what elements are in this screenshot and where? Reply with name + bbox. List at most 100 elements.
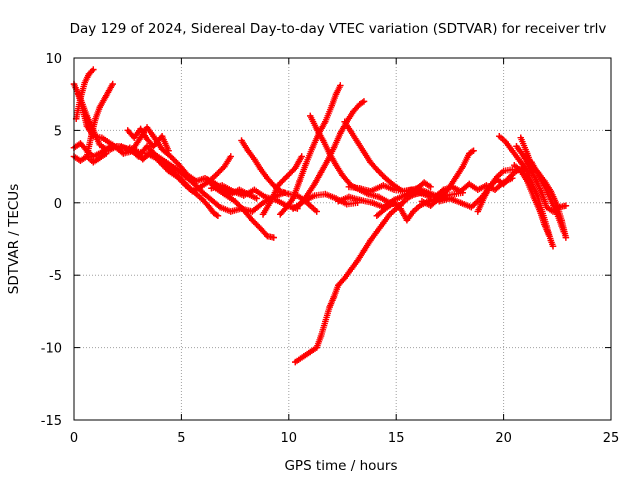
data-point (556, 203, 563, 211)
data-point (277, 211, 284, 218)
data-point (307, 202, 314, 209)
data-point (208, 185, 215, 192)
x-tick-label: 10 (281, 431, 298, 446)
data-point (98, 134, 106, 141)
data-point (337, 82, 344, 89)
data-point (313, 125, 320, 133)
data-point (356, 101, 363, 108)
data-point (446, 195, 454, 202)
x-tick-label: 25 (603, 431, 620, 446)
data-point (118, 143, 125, 150)
data-point (448, 183, 456, 191)
data-point (470, 147, 477, 154)
data-point (474, 208, 482, 215)
data-point (466, 150, 473, 157)
data-point (249, 208, 256, 215)
data-point (360, 148, 368, 156)
data-point (231, 198, 239, 205)
series-track-8 (126, 144, 222, 220)
data-point (309, 144, 316, 151)
data-point (143, 124, 151, 131)
data-point (545, 231, 552, 238)
data-point (270, 234, 277, 241)
series-track-19 (289, 190, 361, 212)
data-point (83, 122, 91, 130)
data-point (440, 186, 447, 193)
data-point (77, 95, 84, 102)
data-point (341, 274, 348, 282)
grid (74, 58, 611, 420)
data-point (493, 176, 501, 183)
data-point (150, 143, 157, 150)
data-point (289, 205, 297, 212)
data-point (90, 159, 97, 166)
data-point (77, 140, 84, 147)
data-point (285, 190, 292, 198)
data-point (137, 134, 144, 141)
data-point (227, 153, 235, 160)
data-point (87, 132, 95, 140)
data-point (337, 130, 344, 137)
data-point (506, 173, 514, 180)
plot-frame (73, 57, 612, 421)
data-point (466, 180, 473, 188)
data-point (259, 211, 267, 218)
data-point (474, 186, 482, 193)
data-point (390, 186, 398, 193)
data-point (487, 182, 494, 189)
data-point (558, 222, 565, 230)
data-point (386, 211, 393, 218)
data-point (543, 203, 550, 211)
data-point (307, 112, 314, 120)
data-point (457, 188, 464, 195)
data-point (322, 118, 329, 125)
data-point (229, 188, 237, 195)
data-point (283, 203, 290, 211)
data-point (360, 247, 368, 254)
data-point (435, 198, 443, 205)
data-point (307, 348, 314, 356)
series-track-6 (70, 150, 110, 166)
data-point (517, 134, 524, 141)
data-point (85, 70, 93, 78)
data-point (253, 195, 260, 202)
data-point (221, 163, 228, 170)
data-point (311, 192, 318, 199)
data-point (96, 104, 103, 111)
data-point (541, 182, 548, 189)
data-point (240, 206, 247, 214)
y-tick-label: -5 (49, 269, 62, 284)
data-point (412, 190, 419, 198)
data-point (203, 176, 211, 183)
data-point (193, 177, 200, 185)
data-point (322, 190, 329, 198)
data-point (468, 203, 475, 211)
series-track-3 (75, 91, 235, 195)
data-point (77, 157, 84, 165)
data-point (139, 156, 146, 163)
data-point (382, 174, 389, 182)
y-axis-ticks: -15 -10 -5 0 5 10 (41, 52, 611, 429)
data-point (369, 199, 376, 206)
data-point (332, 91, 340, 98)
x-axis-ticks: 0 5 10 15 20 25 (70, 58, 619, 446)
x-tick-label: 20 (495, 431, 512, 446)
data-point (373, 228, 381, 235)
data-point (536, 208, 544, 215)
data-point (425, 189, 432, 196)
data-point (380, 182, 387, 189)
data-point (317, 169, 325, 176)
data-point (81, 79, 88, 86)
data-point (300, 353, 308, 360)
data-point (360, 98, 368, 105)
data-point (528, 159, 535, 166)
data-point (326, 150, 333, 157)
data-point (530, 193, 537, 201)
data-point (459, 163, 466, 170)
data-point (354, 199, 361, 206)
y-tick-label: 0 (54, 197, 62, 212)
data-point (221, 190, 228, 198)
data-point (403, 216, 411, 224)
data-point (328, 102, 335, 109)
data-point (296, 177, 303, 185)
